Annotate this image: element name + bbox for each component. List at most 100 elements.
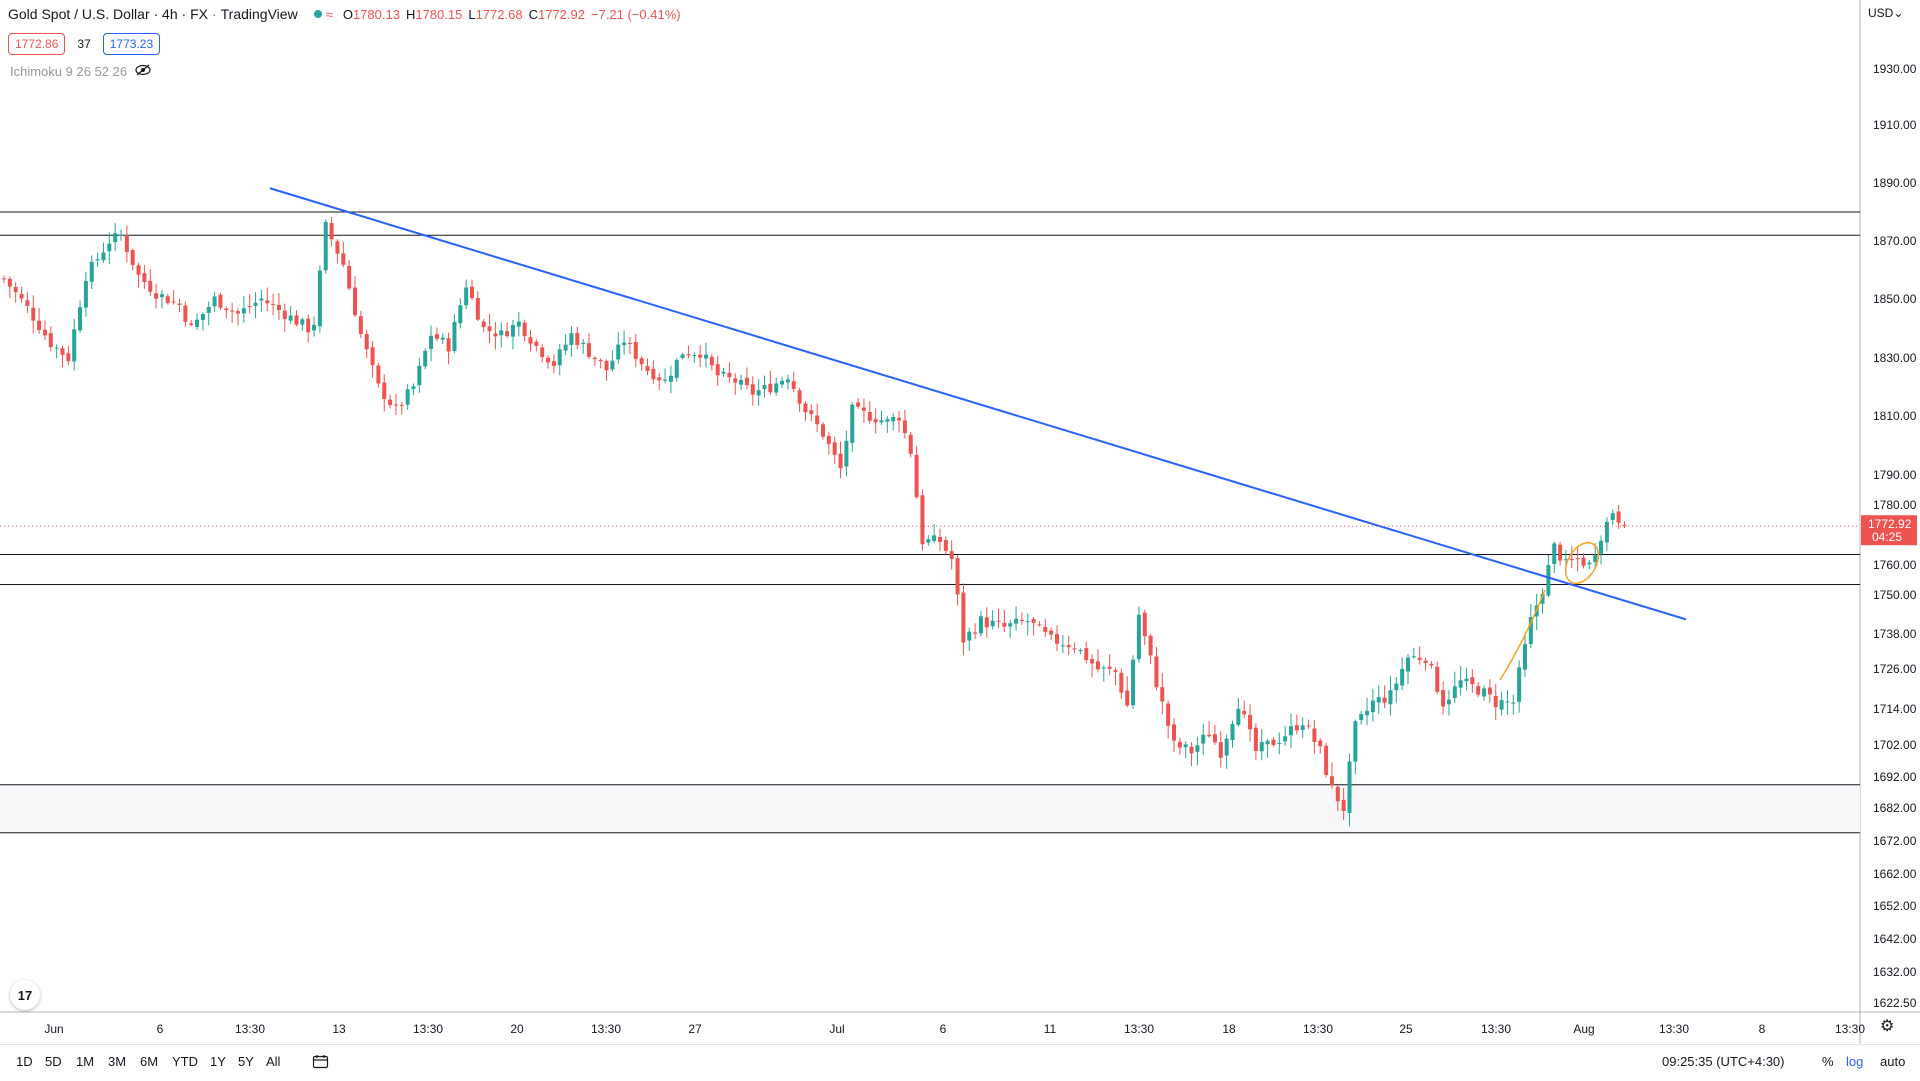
price-tick-label: 1790.00 [1873,468,1917,482]
range-button-1d[interactable]: 1D [16,1054,33,1069]
market-open-icon [313,10,322,18]
candle-body [756,390,761,396]
candle-body [1259,742,1264,752]
price-tick-label: 1850.00 [1873,292,1917,306]
candle-body [1095,661,1100,670]
candle-body [376,365,381,384]
candle-body [1341,799,1346,811]
candle-body [1370,700,1375,713]
candle-body [1125,690,1130,706]
price-tick-label: 1870.00 [1873,234,1917,248]
candle-body [1066,645,1071,648]
ohlc-change: −7.21 (−0.41%) [590,6,681,22]
candlestick-chart[interactable]: 1930.00 1910.00 1890.00 1870.00 1850.00 1830.… [0,0,1920,1044]
time-tick-label: 13:30 [1835,1022,1865,1036]
candle-body [978,616,983,634]
eye-hidden-icon[interactable] [135,64,151,79]
ohlc-high: H1780.15 [405,6,463,22]
candle-body [815,415,820,425]
candle-body [1107,666,1112,669]
candle-body [329,223,334,240]
percent-scale-toggle[interactable]: % [1822,1054,1834,1069]
candle-body [189,323,194,326]
candle-body [1166,703,1171,726]
candle-body [861,407,866,411]
candle-body [850,404,855,444]
candle-body [1464,678,1469,682]
range-button-5d[interactable]: 5D [45,1054,62,1069]
range-button-5y[interactable]: 5Y [238,1054,254,1069]
highlight-arrow[interactable] [1499,589,1546,681]
sell-price-button[interactable]: 1772.86 [8,33,66,55]
range-button-ytd[interactable]: YTD [172,1054,198,1069]
candle-body [1300,725,1305,731]
candle-body [1394,683,1399,691]
candle-body [399,404,404,406]
candle-body [645,365,650,371]
buy-price-button[interactable]: 1773.23 [102,33,161,55]
candle-body [1446,699,1451,705]
chevron-down-icon: ⌄ [1893,6,1904,20]
range-button-6m[interactable]: 6M [140,1054,159,1069]
price-tick-label: 1622.50 [1873,996,1917,1010]
candle-body [1429,663,1434,666]
candle-body [440,337,445,340]
time-tick-label: 13:30 [235,1022,265,1036]
candle-body [1201,734,1206,744]
candle-body [1499,700,1504,710]
auto-scale-toggle[interactable]: auto [1880,1054,1906,1069]
candle-body [493,333,498,337]
candle-body [1177,741,1182,748]
session-time[interactable]: 09:25:35 (UTC+4:30) [1662,1054,1785,1069]
candle-body [581,342,586,345]
candle-body [271,303,276,305]
candle-body [1552,543,1557,565]
trendline[interactable] [269,187,1687,621]
candle-body [1593,555,1598,563]
candle-body [1604,521,1609,543]
range-button-all[interactable]: All [266,1054,281,1069]
indicator-legend[interactable]: Ichimoku 9 26 52 26 [10,64,151,79]
range-button-1m[interactable]: 1M [76,1054,95,1069]
candle-body [668,375,673,382]
currency-selector[interactable]: USD⌄ [1868,6,1904,20]
log-scale-toggle[interactable]: log [1846,1054,1864,1069]
candle-body [1230,724,1235,740]
candle-body [1587,562,1592,565]
symbol-title[interactable]: Gold Spot / U.S. Dollar · 4h · FX [8,6,208,22]
candle-body [54,347,59,349]
candle-body [107,243,112,252]
range-button-1y[interactable]: 1Y [210,1054,226,1069]
candle-body [446,338,451,352]
candle-body [926,539,931,543]
candle-body [1195,745,1200,752]
candle-body [692,355,697,357]
candle-body [230,310,235,312]
candle-body [31,307,36,321]
time-tick-label: 13:30 [591,1022,621,1036]
candle-body [622,342,627,346]
candle-body [1423,660,1428,663]
spread-value: 37 [77,37,91,51]
tradingview-logo-icon[interactable]: 17 [10,980,40,1010]
gear-icon[interactable]: ⚙ [1880,1018,1895,1035]
candle-body [727,372,732,378]
candle-body [317,270,322,327]
time-tick-label: 13:30 [1124,1022,1154,1036]
candle-body [370,347,375,366]
price-tick-label: 1726.00 [1873,662,1917,676]
candle-body [1599,540,1604,554]
price-tick-label: 1642.00 [1873,932,1917,946]
candle-body [1411,656,1416,658]
candle-body [1324,745,1329,776]
candle-body [1183,744,1188,748]
candle-body [78,307,83,331]
candle-body [1049,630,1054,635]
candle-body [1014,618,1019,624]
range-button-3m[interactable]: 3M [108,1054,127,1069]
calendar-range-icon[interactable] [312,1054,330,1073]
highlight-ellipse[interactable] [1559,537,1605,589]
candle-body [1090,659,1095,664]
candle-body [265,300,270,304]
price-chart[interactable]: 1930.00 1910.00 1890.00 1870.00 1850.00 1830.… [0,0,1920,1049]
